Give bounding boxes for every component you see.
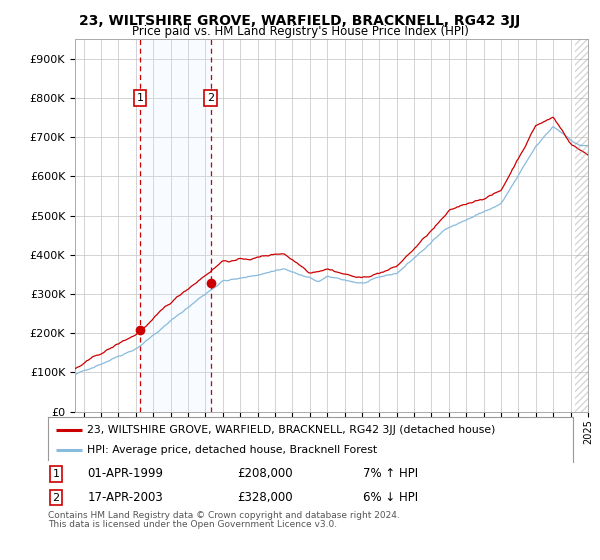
Bar [575, 39, 588, 412]
Bar [140, 39, 211, 412]
Text: 01-APR-1999: 01-APR-1999 [88, 467, 163, 480]
Text: 2: 2 [52, 493, 59, 503]
Text: 23, WILTSHIRE GROVE, WARFIELD, BRACKNELL, RG42 3JJ (detached house): 23, WILTSHIRE GROVE, WARFIELD, BRACKNELL… [88, 424, 496, 435]
Text: 1: 1 [137, 93, 144, 103]
Text: 17-APR-2003: 17-APR-2003 [88, 491, 163, 504]
Text: 23, WILTSHIRE GROVE, WARFIELD, BRACKNELL, RG42 3JJ: 23, WILTSHIRE GROVE, WARFIELD, BRACKNELL… [79, 14, 521, 28]
Text: This data is licensed under the Open Government Licence v3.0.: This data is licensed under the Open Gov… [48, 520, 337, 529]
Text: HPI: Average price, detached house, Bracknell Forest: HPI: Average price, detached house, Brac… [88, 445, 377, 455]
Text: £328,000: £328,000 [237, 491, 293, 504]
Text: 2: 2 [207, 93, 214, 103]
Text: Contains HM Land Registry data © Crown copyright and database right 2024.: Contains HM Land Registry data © Crown c… [48, 511, 400, 520]
Text: 7% ↑ HPI: 7% ↑ HPI [363, 467, 418, 480]
Bar [575, 39, 588, 412]
Text: £208,000: £208,000 [237, 467, 293, 480]
Text: 1: 1 [52, 469, 59, 479]
Text: 6% ↓ HPI: 6% ↓ HPI [363, 491, 418, 504]
Text: Price paid vs. HM Land Registry's House Price Index (HPI): Price paid vs. HM Land Registry's House … [131, 25, 469, 38]
